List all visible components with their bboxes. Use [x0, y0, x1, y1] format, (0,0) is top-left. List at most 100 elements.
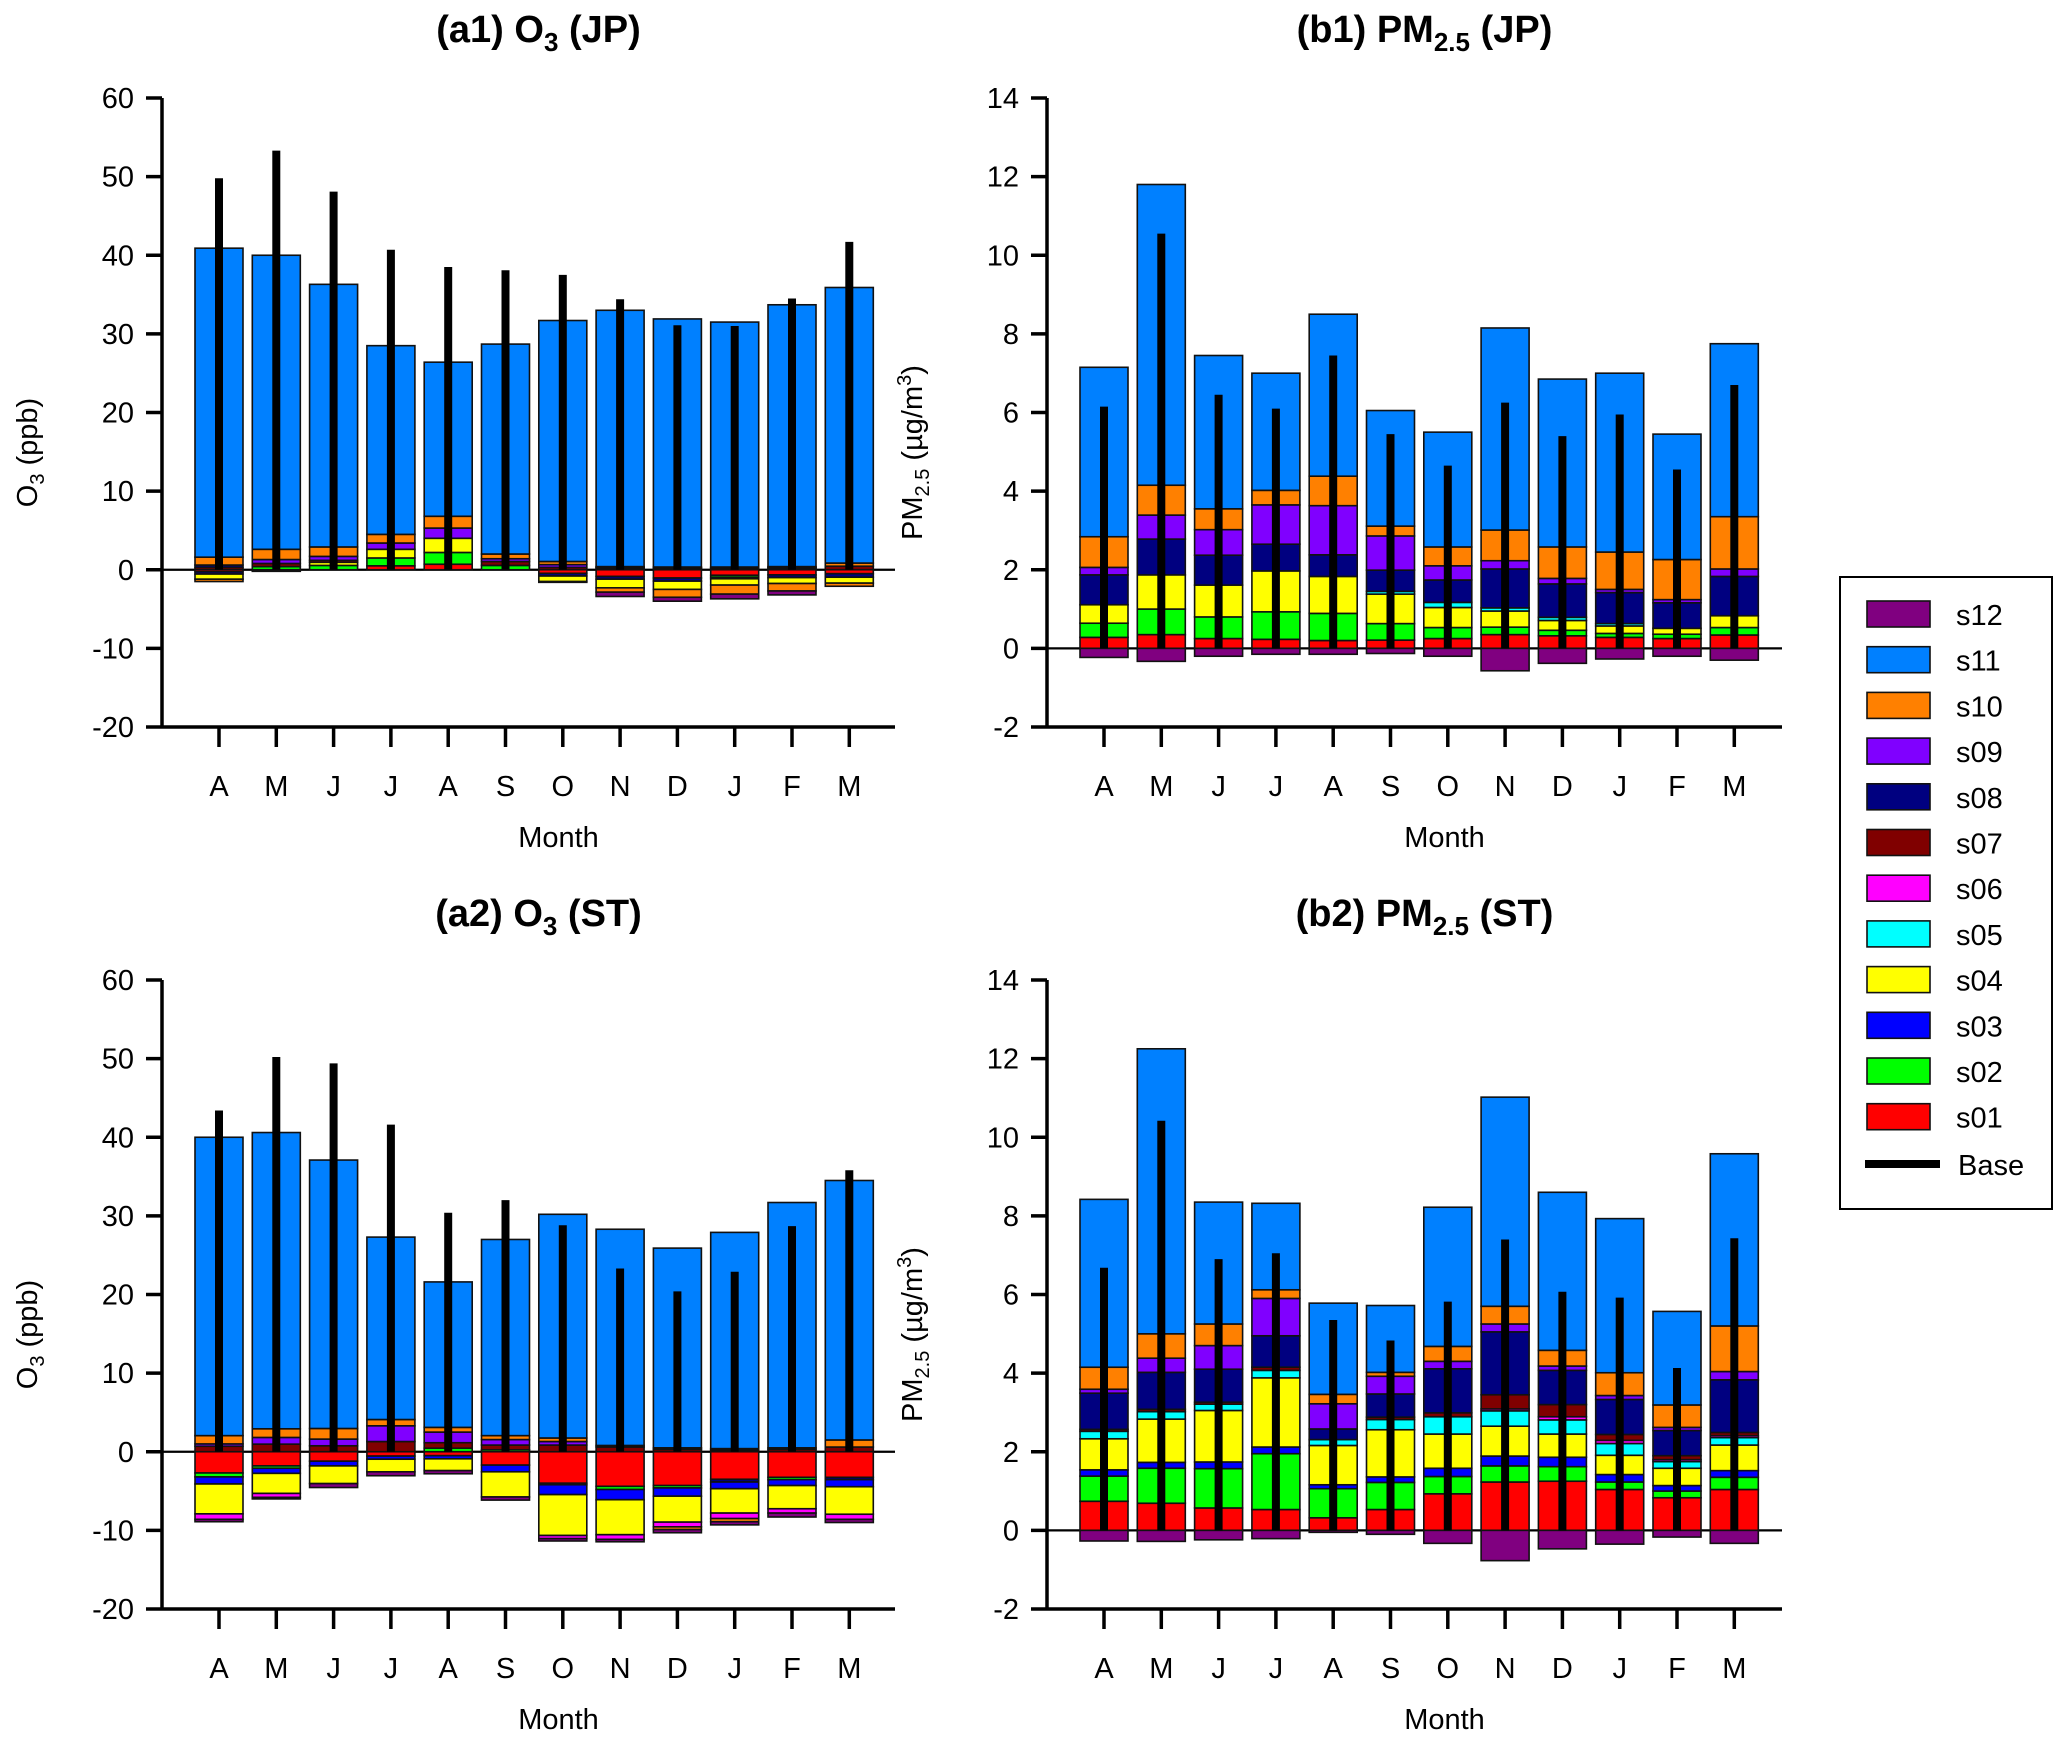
bar-segment-s10 [824, 582, 875, 588]
bar-segment-s01 [194, 1450, 244, 1474]
x-axis-label: Month [518, 822, 599, 854]
bar-segment-s12 [652, 596, 703, 602]
x-tick-label: M [837, 1653, 861, 1685]
x-tick-label: A [1324, 771, 1344, 803]
y-tick-label: 6 [1003, 1280, 1019, 1312]
panel-a1-ozone-jp: (a1) O3 (JP)O3 (ppb)-20-100102030405060A… [12, 9, 895, 854]
bar-stack-a1-10 [767, 298, 817, 596]
bar-stack-b2-3 [1251, 1202, 1301, 1540]
y-tick-label: 60 [102, 965, 134, 997]
bar-segment-s01 [595, 568, 645, 578]
x-tick-label: J [384, 1653, 399, 1685]
legend-label-s06: s06 [1956, 874, 2003, 906]
bar-segment-s06 [194, 1513, 244, 1521]
ylabel-subscript: 2.5 [912, 1351, 934, 1379]
bar-stack-b2-9 [1594, 1217, 1645, 1545]
ylabel-text: (ppb) [12, 1280, 44, 1356]
bar-segment-s12 [1365, 1529, 1416, 1536]
bar-segment-s01 [595, 1450, 645, 1488]
x-tick-label: J [326, 1653, 341, 1685]
bar-stack-a2-9 [709, 1231, 760, 1526]
bar-stack-a1-2 [308, 191, 359, 571]
y-tick-label: 0 [118, 1437, 134, 1469]
bar-segment-s01 [251, 1450, 302, 1467]
x-tick-label: D [667, 771, 688, 803]
bar-segment-s10 [194, 578, 244, 583]
y-tick-label: 40 [102, 1122, 134, 1154]
x-axis-label: Month [1404, 1704, 1485, 1736]
bar-stack-b1-10 [1652, 433, 1702, 658]
ylabel-subscript: 3 [27, 1356, 49, 1367]
bar-stack-b1-3 [1251, 372, 1301, 656]
bar-segment-s12 [1423, 647, 1473, 658]
bar-segment-s04 [767, 576, 817, 585]
bar-segment-s11 [1652, 1310, 1702, 1406]
y-tick-label: 40 [102, 240, 134, 272]
bar-stack-b1-11 [1709, 342, 1760, 661]
bar-segment-s12 [1365, 647, 1416, 655]
y-axis-label: O3 (ppb) [12, 1280, 49, 1389]
title-text: (a1) O [436, 9, 544, 51]
bar-segment-s12 [1308, 1529, 1358, 1534]
ylabel-subscript: 2.5 [912, 469, 934, 497]
bar-stack-a1-1 [251, 150, 302, 573]
y-tick-label: 20 [102, 398, 134, 430]
x-tick-label: F [1668, 1653, 1686, 1685]
bar-segment-s04 [194, 1483, 244, 1515]
bar-segment-s01 [824, 1450, 875, 1479]
bar-stack-a2-5 [480, 1200, 531, 1501]
ylabel-superscript: 3 [894, 375, 916, 386]
legend-label-s12: s12 [1956, 600, 2003, 632]
bar-segment-s01 [652, 568, 703, 579]
legend-swatch-s12 [1866, 600, 1931, 628]
bar-stack-a1-7 [595, 299, 645, 598]
ylabel-text: PM [897, 1378, 929, 1422]
bar-stack-a2-7 [595, 1228, 645, 1543]
bar-segment-s12 [1709, 1529, 1760, 1545]
bar-segment-s04 [652, 580, 703, 591]
bar-segment-s04 [824, 576, 875, 584]
bar-segment-s04 [251, 1472, 302, 1495]
bar-segment-s12 [1251, 647, 1301, 656]
panel-title: (a2) O3 (ST) [435, 893, 642, 941]
bar-segment-s12 [767, 1512, 817, 1518]
bar-segment-s04 [709, 1487, 760, 1514]
bar-stack-b1-6 [1423, 431, 1473, 658]
y-tick-label: 30 [102, 319, 134, 351]
legend-label-s10: s10 [1956, 691, 2003, 723]
ylabel-text: (µg/m [897, 386, 929, 469]
ylabel-superscript: 3 [894, 1257, 916, 1268]
bar-stack-a2-4 [423, 1212, 474, 1475]
y-tick-label: 0 [1003, 633, 1019, 665]
x-tick-label: S [1381, 1653, 1400, 1685]
bar-segment-s04 [537, 1493, 588, 1537]
bar-segment-s03 [824, 1478, 875, 1488]
ylabel-text: ) [897, 365, 929, 375]
bar-stack-b2-11 [1709, 1152, 1760, 1545]
bar-segment-s03 [194, 1476, 244, 1485]
y-tick-label: -10 [92, 633, 134, 665]
y-tick-label: 50 [102, 162, 134, 194]
legend-swatch-s05 [1866, 920, 1931, 948]
y-tick-label: 60 [102, 83, 134, 115]
x-tick-label: D [1552, 1653, 1573, 1685]
bar-stack-b2-10 [1652, 1310, 1702, 1538]
x-tick-label: O [1437, 1653, 1460, 1685]
bar-segment-s01 [709, 1450, 760, 1481]
bar-stack-a2-10 [767, 1201, 817, 1518]
panel-title: (b1) PM2.5 (JP) [1297, 9, 1553, 57]
ylabel-subscript: 3 [27, 474, 49, 485]
bar-stack-a2-3 [366, 1124, 416, 1477]
bar-segment-s06 [709, 1512, 760, 1520]
ylabel-text: O [12, 485, 44, 508]
legend-label-s02: s02 [1956, 1057, 2003, 1089]
y-tick-label: -2 [993, 712, 1019, 744]
bar-stack-b1-2 [1193, 354, 1244, 658]
bar-segment-s10 [709, 584, 760, 595]
x-tick-label: F [783, 1653, 801, 1685]
x-tick-label: A [1094, 1653, 1114, 1685]
bar-segment-s03 [709, 1481, 760, 1490]
y-tick-label: 0 [1003, 1515, 1019, 1547]
x-tick-label: J [1612, 771, 1627, 803]
bar-stack-b1-0 [1079, 366, 1129, 659]
